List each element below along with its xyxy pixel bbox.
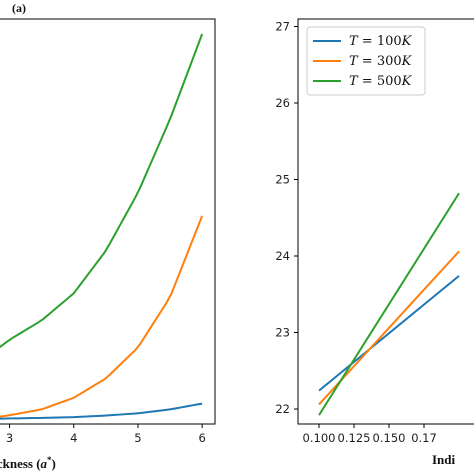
- legend-frame: [306, 26, 426, 96]
- panel-a-series: [0, 33, 204, 420]
- x-tick-label: 0.17: [411, 431, 437, 445]
- panel-b-line-0: [318, 275, 460, 392]
- panel-a-line-1: [0, 215, 204, 418]
- panel-b-x-axis-label: Indi: [432, 452, 456, 467]
- x-tick-label: 5: [134, 431, 141, 445]
- x-tick-label: 6: [198, 431, 205, 445]
- panel-a-x-axis-label: hickness (a*): [0, 455, 56, 471]
- x-tick-label: 0.150: [373, 431, 406, 445]
- y-tick-label: 23: [275, 326, 290, 340]
- panel-a: (a) 3 4 5 6 hickness (a*): [0, 1, 216, 471]
- panel-b-y-ticks: 22 23 24 25 26 27: [275, 20, 298, 416]
- legend-label-100k: T = 100K: [349, 34, 413, 49]
- panel-a-line-0: [0, 402, 203, 420]
- x-tick-label: 0.125: [338, 431, 371, 445]
- y-tick-label: 27: [275, 20, 290, 34]
- x-tick-label: 0.100: [303, 431, 336, 445]
- y-tick-label: 25: [275, 173, 290, 187]
- y-tick-label: 26: [275, 96, 290, 110]
- panel-b-line-2: [318, 192, 460, 416]
- panel-a-label: (a): [12, 1, 26, 15]
- legend-label-500k: T = 500K: [349, 74, 413, 89]
- panel-a-frame: [0, 18, 216, 425]
- panel-b-series: [318, 192, 460, 416]
- y-tick-label: 22: [275, 402, 290, 416]
- panel-a-x-ticks: 3 4 5 6: [6, 424, 206, 445]
- x-tick-label: 4: [70, 431, 77, 445]
- panel-b-x-ticks: 0.100 0.125 0.150 0.17: [303, 424, 437, 445]
- panel-b: 22 23 24 25 26 27 0.100 0.125 0.150 0.17 Indi T …: [275, 18, 474, 467]
- panel-b-frame: [297, 18, 474, 425]
- panel-a-line-2: [0, 33, 204, 349]
- legend: T = 100K T = 300K T = 500K: [306, 26, 426, 96]
- y-tick-label: 24: [275, 249, 290, 263]
- legend-label-300k: T = 300K: [349, 54, 413, 69]
- x-tick-label: 3: [6, 431, 13, 445]
